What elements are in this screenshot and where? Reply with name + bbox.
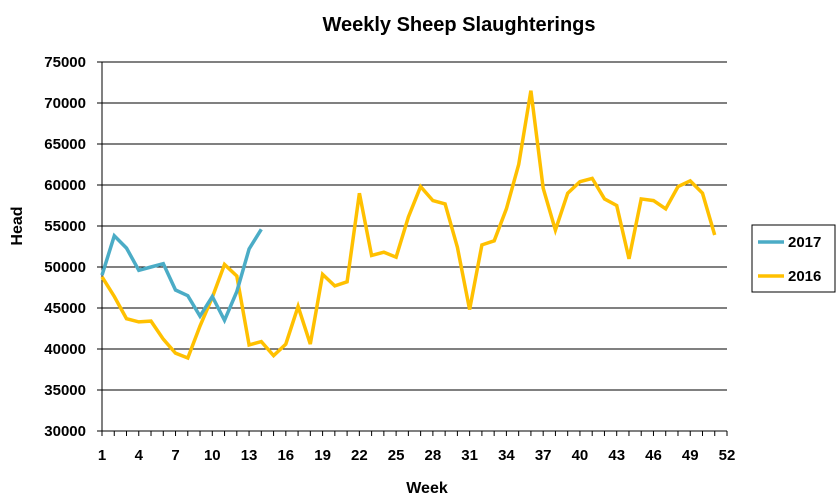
y-tick-labels: 30000 35000 40000 45000 50000 55000 60000 65000… bbox=[44, 54, 86, 440]
y-tick-label: 65000 bbox=[44, 136, 86, 153]
x-tick-label: 19 bbox=[314, 447, 331, 464]
chart-title: Weekly Sheep Slaughterings bbox=[322, 14, 595, 36]
series-line-2017 bbox=[100, 228, 263, 325]
x-tick-label: 28 bbox=[425, 447, 442, 464]
x-tick-label: 7 bbox=[171, 447, 179, 464]
x-tick-label: 16 bbox=[277, 447, 294, 464]
x-tick-labels: 1 4 7 10 13 16 19 22 25 28 31 34 37 40 43 46 49 52 bbox=[98, 447, 736, 464]
x-tick-label: 25 bbox=[388, 447, 405, 464]
x-tick-label: 13 bbox=[241, 447, 258, 464]
legend-label-2016: 2016 bbox=[788, 268, 821, 285]
x-tick-label: 37 bbox=[535, 447, 552, 464]
legend-box bbox=[751, 224, 836, 293]
x-tick-label: 49 bbox=[682, 447, 699, 464]
legend: 2017 2016 bbox=[751, 224, 836, 293]
y-tick-label: 30000 bbox=[44, 423, 86, 440]
x-tick-label: 46 bbox=[645, 447, 662, 464]
y-tick-label: 50000 bbox=[44, 259, 86, 276]
y-tick-label: 70000 bbox=[44, 95, 86, 112]
legend-label-2017: 2017 bbox=[788, 234, 821, 251]
x-tick-label: 22 bbox=[351, 447, 368, 464]
series-line-2016 bbox=[100, 90, 717, 361]
x-tick-label: 40 bbox=[572, 447, 589, 464]
x-tick-label: 34 bbox=[498, 447, 515, 464]
legend-items: 2017 2016 bbox=[758, 234, 821, 285]
x-tick-label: 43 bbox=[608, 447, 625, 464]
y-axis-label: Head bbox=[9, 206, 26, 245]
x-tick-label: 4 bbox=[135, 447, 144, 464]
y-tick-label: 45000 bbox=[44, 300, 86, 317]
y-tick-label: 75000 bbox=[44, 54, 86, 71]
x-tick-label: 31 bbox=[461, 447, 478, 464]
x-axis-label: Week bbox=[406, 480, 448, 497]
x-tick-label: 1 bbox=[98, 447, 106, 464]
y-tick-label: 35000 bbox=[44, 382, 86, 399]
y-tick-label: 60000 bbox=[44, 177, 86, 194]
y-tick-label: 40000 bbox=[44, 341, 86, 358]
axes bbox=[97, 61, 728, 436]
x-tick-label: 52 bbox=[719, 447, 736, 464]
series-lines bbox=[100, 90, 717, 361]
x-tick-label: 10 bbox=[204, 447, 221, 464]
y-tick-label: 55000 bbox=[44, 218, 86, 235]
